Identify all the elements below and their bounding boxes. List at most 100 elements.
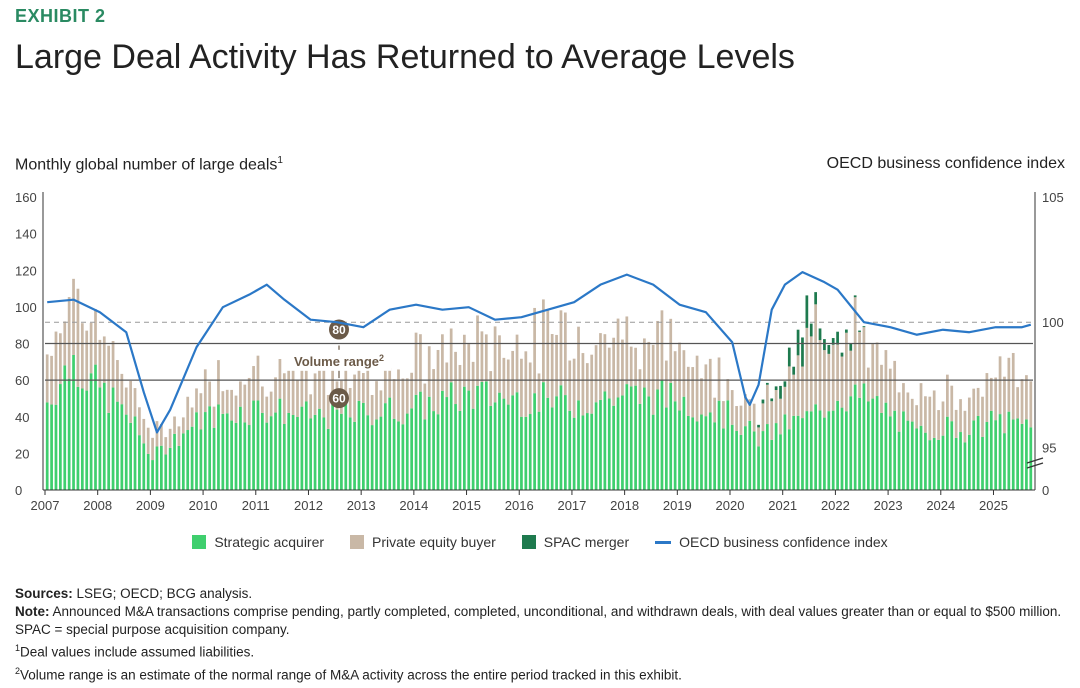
bar-strategic (774, 423, 778, 490)
bar-strategic (129, 422, 132, 490)
bar-private-equity (107, 345, 111, 413)
bar-strategic (695, 421, 699, 490)
legend-item-spac: SPAC merger (521, 534, 629, 550)
bar-strategic (787, 429, 791, 490)
bar-private-equity (656, 320, 659, 390)
bar-strategic (142, 443, 146, 490)
bar-private-equity (296, 379, 299, 418)
bar-strategic (190, 426, 194, 490)
bar-strategic (625, 384, 629, 490)
bar-strategic (875, 396, 879, 490)
bar-private-equity (353, 374, 356, 422)
bar-spac (765, 382, 769, 385)
bar-private-equity (787, 366, 791, 430)
note-label: Note: (15, 604, 50, 619)
bar-private-equity (392, 379, 396, 419)
bar-strategic (928, 440, 932, 490)
bar-strategic (726, 400, 730, 490)
bar-strategic (269, 416, 273, 490)
bar-strategic (493, 402, 497, 490)
bar-strategic (967, 434, 971, 490)
bar-private-equity (432, 369, 435, 412)
bar-private-equity (247, 377, 251, 426)
bar-strategic (102, 382, 106, 490)
bar-strategic (686, 415, 690, 490)
bar-strategic (138, 435, 141, 490)
bar-private-equity (506, 359, 510, 405)
right-axis-label: OECD business confidence index (826, 155, 1065, 172)
bar-strategic (212, 427, 216, 490)
chart-title: Large Deal Activity Has Returned to Aver… (15, 38, 795, 76)
bar-strategic (704, 416, 708, 490)
bar-strategic (287, 412, 291, 490)
bar-spac (862, 326, 866, 328)
bar-strategic (107, 412, 111, 490)
bar-strategic (910, 421, 914, 490)
bar-strategic (1029, 427, 1033, 490)
bar-strategic (405, 413, 409, 490)
bar-private-equity (691, 367, 695, 418)
bar-strategic (168, 447, 172, 490)
y-right-tick-label: 105 (1042, 190, 1064, 205)
bar-strategic (985, 421, 989, 490)
bar-strategic (489, 405, 493, 490)
bar-private-equity (871, 343, 875, 399)
bar-strategic (326, 428, 330, 490)
bar-spac (831, 338, 835, 345)
bar-private-equity (546, 310, 550, 398)
bar-strategic (568, 410, 572, 490)
bar-private-equity (621, 339, 624, 396)
x-tick-label: 2021 (768, 498, 797, 513)
bar-strategic (897, 431, 901, 490)
bar-strategic (752, 431, 756, 490)
bar-private-equity (274, 377, 277, 413)
bar-strategic (783, 414, 787, 490)
notes-block: Sources: LSEG; OECD; BCG analysis. Note:… (15, 585, 1065, 684)
bar-private-equity (542, 299, 545, 383)
bar-private-equity (111, 341, 115, 388)
bar-private-equity (164, 437, 168, 455)
overlays-group: 80 60 Volume range2 (45, 319, 1033, 409)
bar-private-equity (304, 360, 308, 402)
bar-strategic (72, 354, 75, 490)
legend-swatch-strategic (192, 535, 207, 549)
bar-private-equity (383, 362, 387, 404)
bar-strategic (208, 406, 212, 490)
bar-private-equity (498, 335, 501, 393)
bar-strategic (59, 384, 62, 490)
left-axis-footnote-marker: 1 (277, 155, 283, 166)
bar-strategic (546, 397, 550, 490)
bar-strategic (888, 416, 892, 490)
bar-private-equity (1016, 387, 1019, 419)
bar-private-equity (906, 392, 910, 421)
bar-private-equity (533, 307, 536, 394)
bar-private-equity (643, 338, 646, 388)
bar-strategic (199, 429, 203, 490)
bar-strategic (379, 416, 383, 490)
bar-private-equity (897, 392, 901, 432)
bar-private-equity (612, 337, 616, 406)
bar-strategic (814, 404, 818, 490)
bar-private-equity (704, 364, 708, 417)
bar-private-equity (142, 418, 146, 444)
bar-strategic (313, 414, 317, 490)
bars-group (45, 278, 1033, 490)
bar-private-equity (54, 331, 58, 405)
bar-strategic (467, 390, 471, 490)
bar-private-equity (155, 421, 159, 447)
bar-private-equity (774, 390, 778, 424)
bar-strategic (959, 432, 962, 490)
bar-private-equity (405, 378, 409, 414)
bar-strategic (67, 378, 71, 490)
bar-strategic (682, 396, 686, 490)
bar-strategic (361, 402, 365, 490)
bar-private-equity (717, 357, 721, 401)
bar-strategic (282, 423, 286, 490)
bar-private-equity (695, 355, 699, 422)
bar-strategic (757, 446, 760, 490)
bar-strategic (520, 416, 523, 490)
x-tick-label: 2024 (926, 498, 955, 513)
bar-private-equity (590, 354, 594, 414)
bar-private-equity (831, 344, 835, 411)
